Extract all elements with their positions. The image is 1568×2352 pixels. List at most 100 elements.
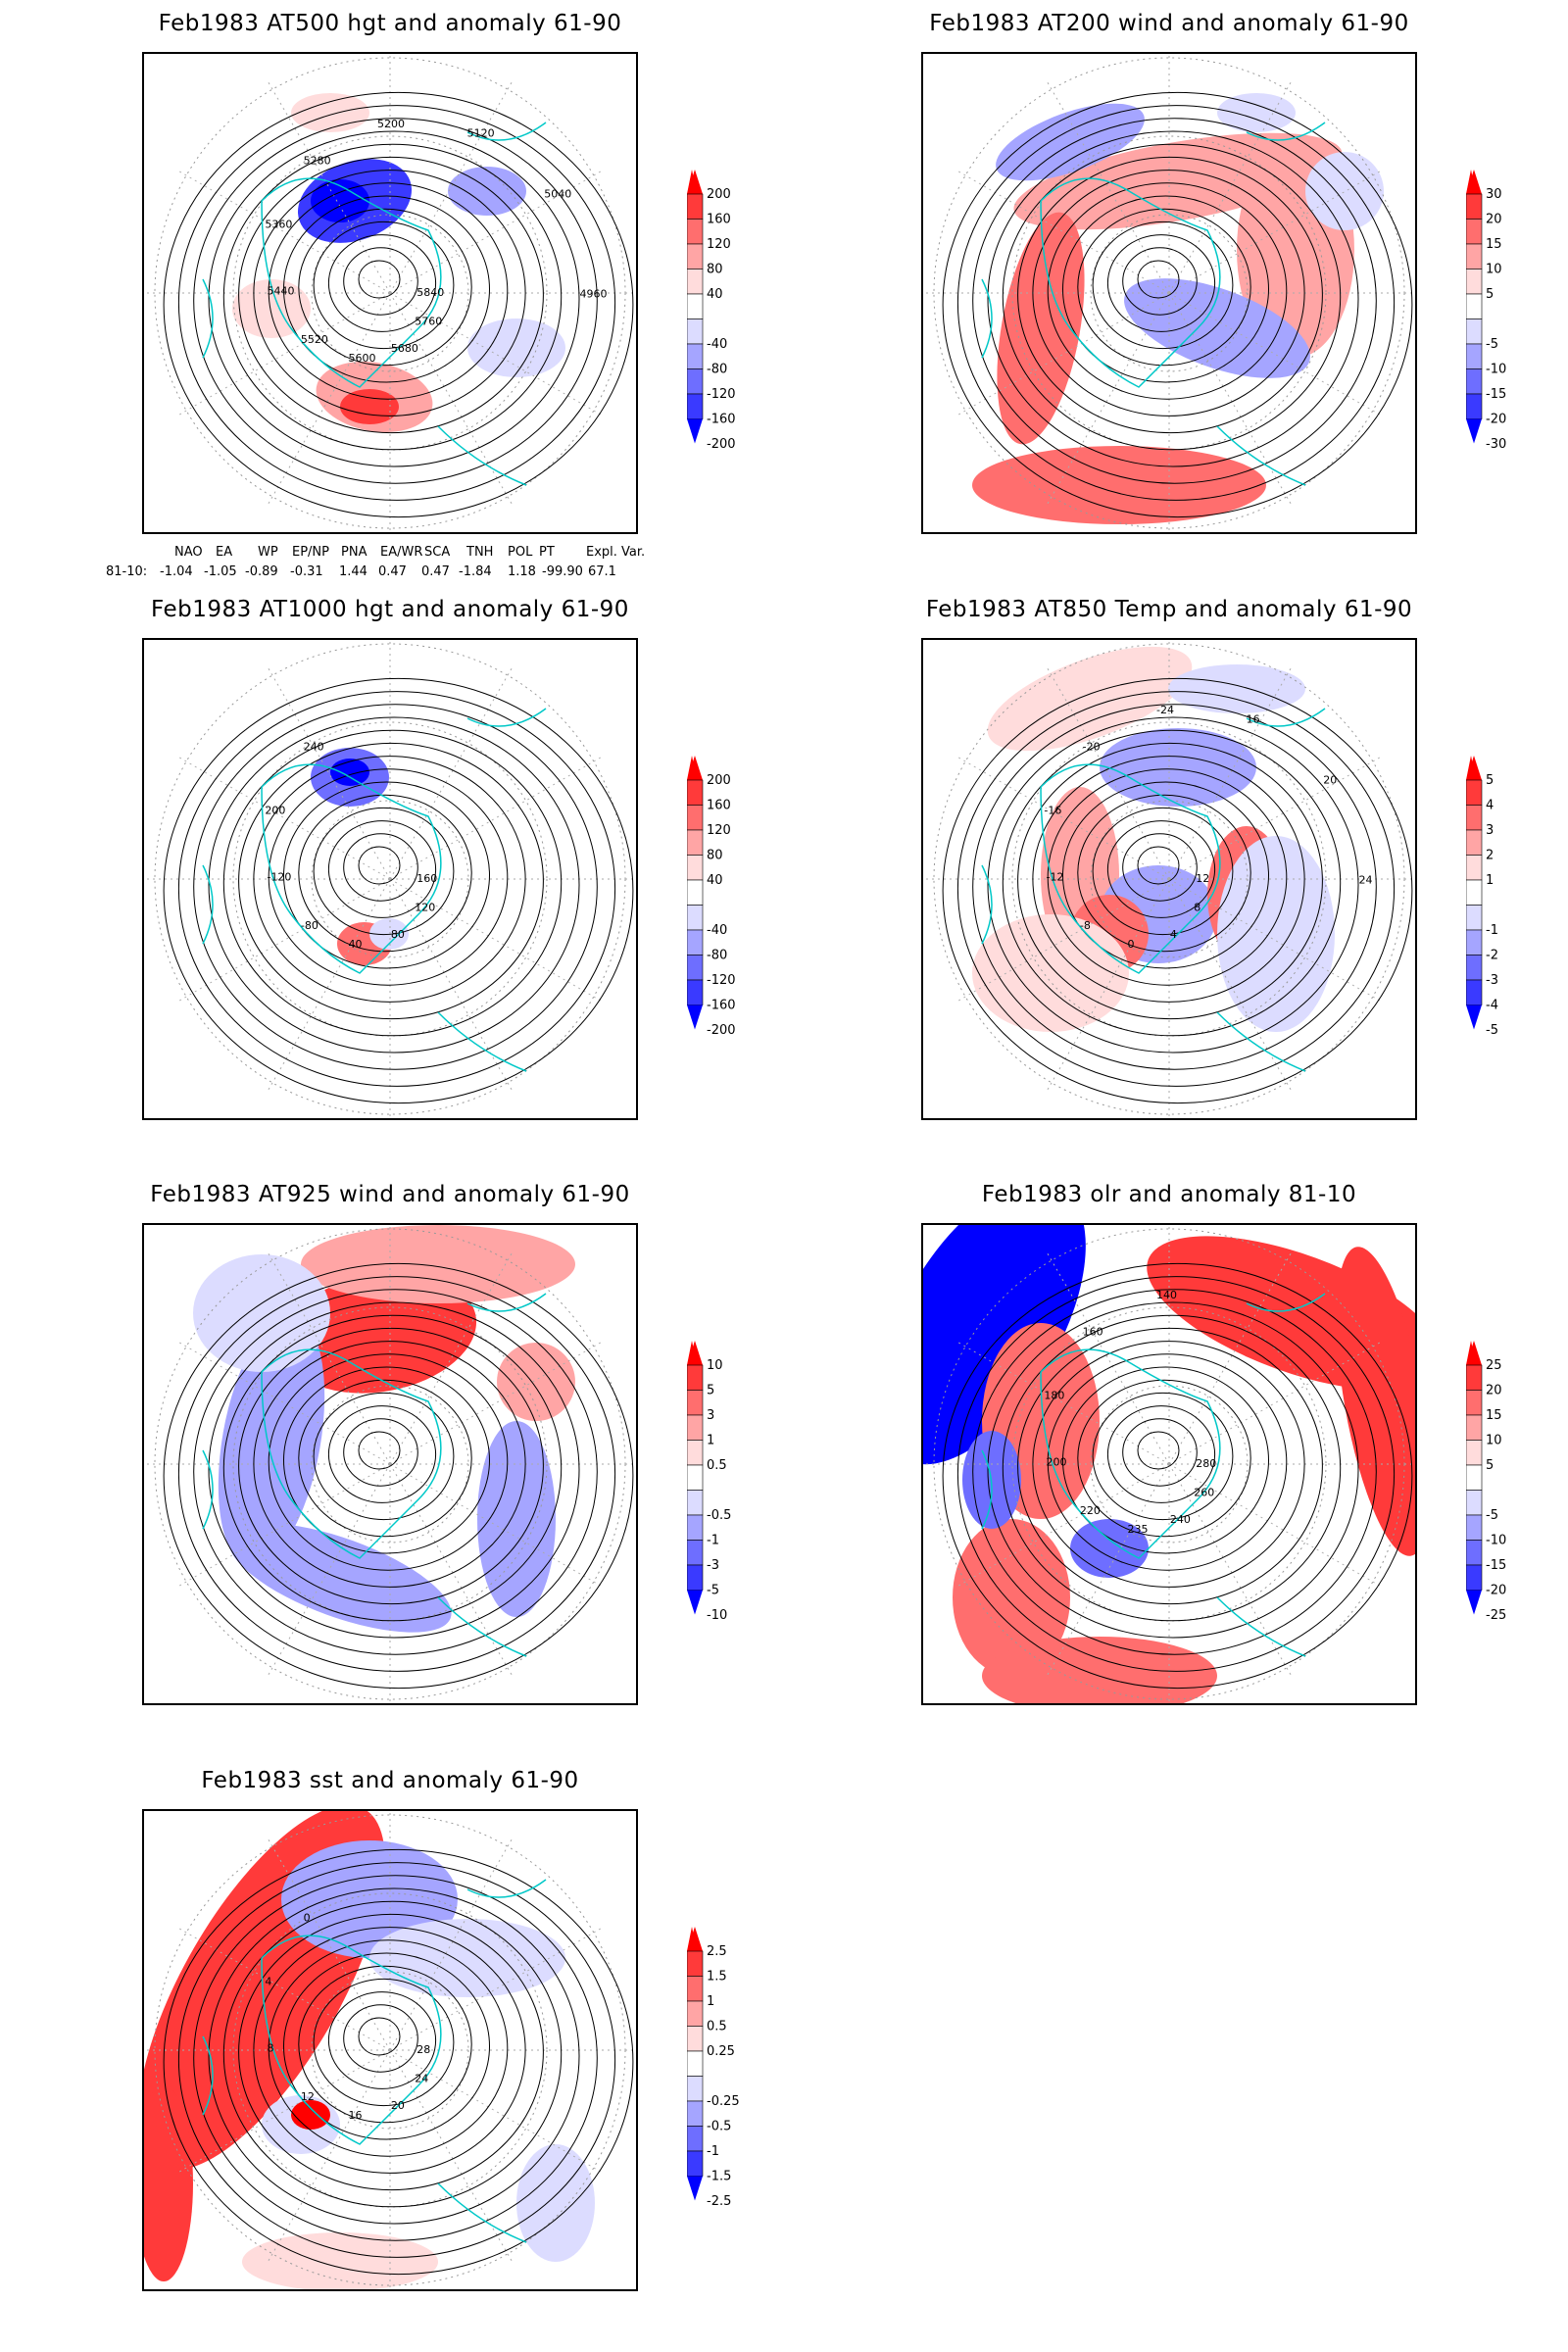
colorbar-tick-label: -10 (707, 1608, 727, 1623)
colorbar-segment (1465, 905, 1483, 931)
colorbar-tick-label: 10 (1486, 263, 1502, 277)
index-name: TNH (466, 545, 494, 560)
colorbar-at500: 200 160 120 80 40 -40 -80 -120 -160 -200 (686, 170, 736, 452)
anomaly-region (1217, 836, 1335, 1032)
contour-line (283, 781, 490, 969)
contour-line (1077, 208, 1251, 367)
colorbar-segment (686, 368, 704, 395)
contour-line (1002, 143, 1342, 451)
anomaly-region (996, 103, 1145, 181)
colorbar-tick-label: -160 (707, 999, 736, 1013)
coastline (981, 708, 1326, 1072)
colorbar-tick-label: -0.25 (707, 2094, 740, 2109)
anomaly-region (311, 179, 369, 222)
contour-line (298, 208, 472, 367)
colorbar-max-triangle (687, 1927, 703, 1951)
colorbar-segment (1465, 829, 1483, 856)
colorbar-segment (1465, 1364, 1483, 1391)
contour-line (358, 260, 401, 299)
anomaly-region (330, 759, 369, 786)
colorbar-segment (686, 193, 704, 220)
contour-line (1032, 756, 1305, 1003)
contour-label: 140 (1156, 1289, 1177, 1301)
contour-line (298, 1965, 472, 2124)
panel-title-olr: Feb1983 olr and anomaly 81-10 (981, 1182, 1357, 1207)
map-panel-at200 (921, 52, 1417, 534)
colorbar-container: 200 160 120 80 40 -40 -80 -120 -160 -200 (686, 170, 765, 454)
coastline (202, 1293, 547, 1657)
colorbar-tick-label: -1 (707, 2144, 719, 2159)
colorbar-min-triangle (687, 1004, 703, 1030)
colorbar-container: 2.5 1.5 1 0.5 0.25 -0.25 -0.5 -1 -1.5 -2.5 (686, 1927, 765, 2211)
colorbar-container: 200 160 120 80 40 -40 -80 -120 -160 -200 (686, 756, 765, 1040)
panel-title-sst: Feb1983 sst and anomaly 61-90 (201, 1768, 579, 1793)
colorbar-segment (686, 343, 704, 369)
colorbar-segment (686, 879, 704, 906)
contour-line (1062, 781, 1269, 969)
colorbar-segment (686, 979, 704, 1005)
contour-label: -24 (1156, 704, 1174, 716)
colorbar-tick-label: -2.5 (707, 2194, 731, 2209)
anomaly-region (228, 1523, 452, 1633)
colorbar-tick-label: 10 (1486, 1434, 1502, 1448)
colorbar-min-triangle (687, 2176, 703, 2201)
colorbar-segment (1465, 243, 1483, 270)
colorbar-tick-label: 120 (707, 823, 731, 838)
contour-line (1137, 260, 1180, 299)
contour-line (1047, 1353, 1288, 1571)
index-name: SCA (424, 545, 451, 560)
colorbar-segment (1465, 1390, 1483, 1416)
index-name: PT (539, 545, 555, 560)
colorbar-at925: 10 5 3 1 0.5 -0.5 -1 -3 -5 -10 (686, 1341, 731, 1623)
contour-line (1062, 195, 1269, 383)
colorbar-segment (1465, 779, 1483, 806)
colorbar-segment (686, 829, 704, 856)
contour-line (987, 1301, 1359, 1639)
contour-line (283, 1366, 490, 1554)
map-panel-at1000: 160 120 80 40 -80 -120 200 240 (142, 638, 638, 1120)
colorbar-segment (686, 1390, 704, 1416)
contour-label: 5520 (301, 333, 328, 346)
contour-line (1092, 807, 1234, 936)
contour-line (163, 1848, 634, 2276)
colorbar-tick-label: -80 (707, 363, 727, 377)
contour-line (238, 1913, 544, 2191)
colorbar-tick-label: 15 (1486, 237, 1502, 252)
colorbar-tick-label: -160 (707, 413, 736, 427)
contour-label: -8 (1080, 919, 1091, 932)
contour-line (163, 91, 634, 518)
contour-label: 80 (391, 928, 405, 941)
coastline (202, 708, 547, 1072)
anomaly-region (1336, 1247, 1415, 1556)
colorbar-tick-label: -20 (1486, 1584, 1506, 1598)
contour-line (972, 704, 1377, 1070)
contour-line (1137, 846, 1180, 885)
index-value: -1.04 (160, 564, 193, 579)
colorbar-segment (686, 2000, 704, 2027)
contour-label: -80 (301, 919, 318, 932)
contour-line (1062, 1366, 1269, 1554)
colorbar-segment (686, 293, 704, 319)
colorbar-tick-label: -40 (707, 337, 727, 352)
anomaly-region (1305, 152, 1384, 230)
contour-line (313, 1978, 455, 2107)
anomaly-region (987, 646, 1193, 752)
contour-line (222, 1900, 563, 2208)
anomaly-region (369, 1919, 565, 1997)
colorbar-segment (1465, 1514, 1483, 1541)
contour-line (327, 820, 437, 918)
colorbar-segment (1465, 1540, 1483, 1566)
contour-line (972, 1289, 1377, 1655)
contour-line (972, 118, 1377, 484)
index-name: EP/NP (292, 545, 329, 560)
latitude-circle (232, 135, 548, 451)
anomaly-region (1070, 1519, 1149, 1578)
colorbar-tick-label: -200 (707, 437, 736, 452)
anomaly-region (291, 93, 369, 132)
panel-title-at925: Feb1983 AT925 wind and anomaly 61-90 (150, 1182, 630, 1207)
colorbar-olr: 25 20 15 10 5 -5 -10 -15 -20 -25 (1465, 1341, 1506, 1623)
colorbar-segment (686, 929, 704, 956)
colorbar-tick-label: -5 (1486, 337, 1498, 352)
index-value: 0.47 (378, 564, 407, 579)
colorbar-segment (686, 905, 704, 931)
